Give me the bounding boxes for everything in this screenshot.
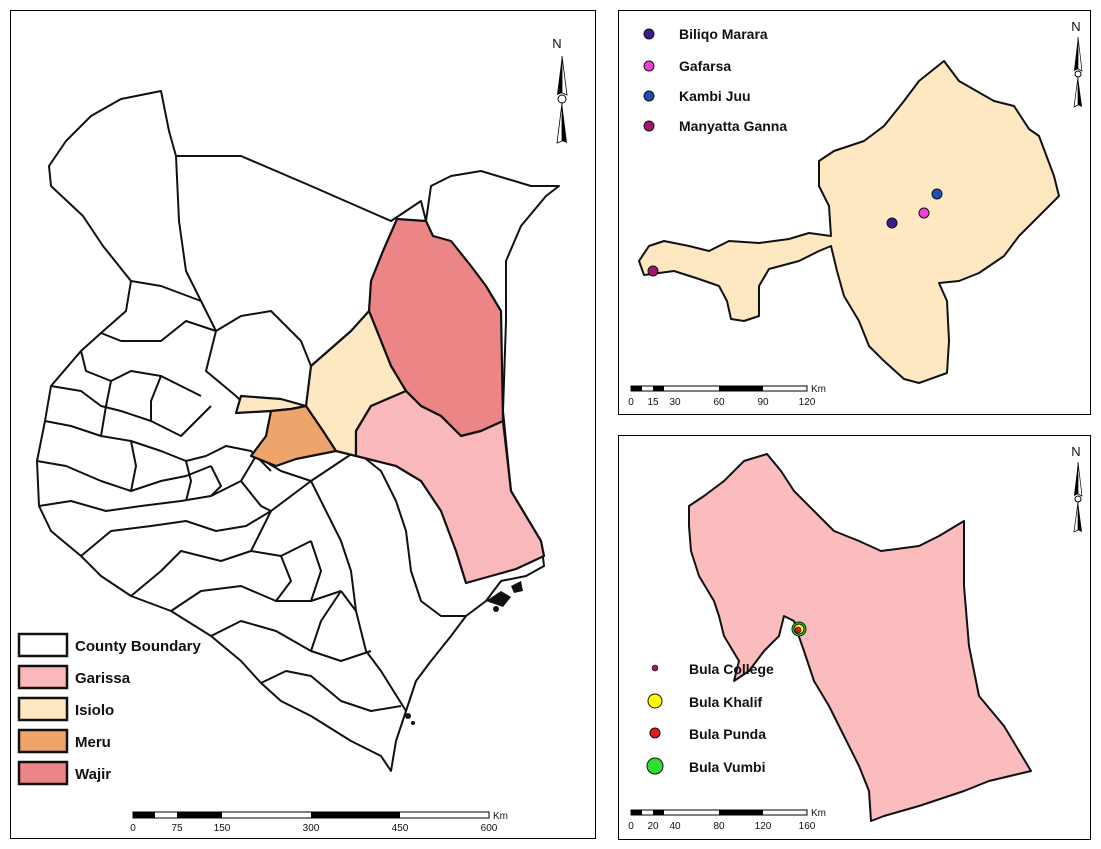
- isiolo-county-shape: [638, 60, 1060, 384]
- legend-item-garissa: Garissa: [17, 664, 131, 690]
- isiolo-map-svg: N Biliqo Marara Gafarsa Kambi Juu Manyat…: [628, 19, 1083, 408]
- svg-text:Bula Punda: Bula Punda: [689, 726, 766, 742]
- north-arrow-icon: N: [1071, 444, 1083, 533]
- svg-text:County Boundary: County Boundary: [75, 638, 201, 655]
- garissa-county-shape: [688, 453, 1032, 822]
- svg-text:120: 120: [799, 397, 816, 408]
- garissa-legend: Bula College Bula Khalif Bula Punda Bula…: [646, 661, 774, 775]
- svg-text:20: 20: [647, 821, 659, 832]
- isiolo-legend: Biliqo Marara Gafarsa Kambi Juu Manyatta…: [643, 26, 787, 134]
- legend-item-meru: Meru: [17, 728, 111, 754]
- svg-text:300: 300: [303, 823, 320, 834]
- site-gafarsa: [918, 207, 930, 219]
- kenya-map-panel: N: [10, 10, 596, 839]
- svg-text:60: 60: [713, 397, 725, 408]
- county-meru: [249, 404, 338, 468]
- north-arrow-icon: N: [1071, 19, 1083, 108]
- county-garissa: [354, 389, 546, 585]
- svg-text:30: 30: [669, 397, 681, 408]
- svg-text:0: 0: [628, 397, 634, 408]
- site-biliqo-marara: [886, 217, 898, 229]
- svg-text:Isiolo: Isiolo: [75, 702, 114, 719]
- legend-item-wajir: Wajir: [17, 760, 111, 786]
- svg-text:N: N: [552, 36, 561, 51]
- svg-text:N: N: [1071, 19, 1080, 34]
- scale-bar: Km 0 15 30 60 90 120: [628, 384, 826, 408]
- svg-text:80: 80: [713, 821, 725, 832]
- county-legend: County Boundary Garissa Isiolo Meru Waji…: [17, 632, 201, 786]
- north-arrow-icon: N: [552, 36, 568, 144]
- site-kambi-juu: [931, 188, 943, 200]
- svg-text:Km: Km: [811, 384, 826, 395]
- site-bula-college: [795, 629, 799, 633]
- svg-text:160: 160: [799, 821, 816, 832]
- garissa-map-svg: N Bula College Bula Khalif Bula Punda Bu…: [628, 444, 1083, 832]
- legend-item-isiolo: Isiolo: [17, 696, 114, 722]
- svg-text:90: 90: [757, 397, 769, 408]
- svg-text:Gafarsa: Gafarsa: [679, 58, 731, 74]
- svg-text:Km: Km: [493, 811, 508, 822]
- svg-text:15: 15: [647, 397, 659, 408]
- scale-bar: Km 0 75 150 300 450 600: [130, 811, 508, 834]
- garissa-map-panel: N Bula College Bula Khalif Bula Punda Bu…: [618, 435, 1091, 840]
- svg-text:40: 40: [669, 821, 681, 832]
- coastal-islands: [405, 581, 523, 725]
- svg-text:Kambi Juu: Kambi Juu: [679, 88, 751, 104]
- svg-text:75: 75: [171, 823, 183, 834]
- legend-item-county-boundary: County Boundary: [17, 632, 201, 658]
- site-manyatta-ganna: [647, 265, 659, 277]
- isiolo-sites: [647, 188, 943, 277]
- svg-text:600: 600: [481, 823, 498, 834]
- svg-text:Wajir: Wajir: [75, 766, 111, 783]
- svg-text:0: 0: [130, 823, 136, 834]
- garissa-sites: [791, 621, 807, 637]
- svg-text:Manyatta Ganna: Manyatta Ganna: [679, 118, 787, 134]
- isiolo-map-panel: N Biliqo Marara Gafarsa Kambi Juu Manyat…: [618, 10, 1091, 415]
- svg-text:150: 150: [214, 823, 231, 834]
- svg-text:Meru: Meru: [75, 734, 111, 751]
- svg-text:N: N: [1071, 444, 1080, 459]
- svg-text:120: 120: [755, 821, 772, 832]
- svg-text:Bula Vumbi: Bula Vumbi: [689, 759, 766, 775]
- svg-text:0: 0: [628, 821, 634, 832]
- scale-bar: Km 0 20 40 80 120 160: [628, 808, 826, 832]
- svg-text:Garissa: Garissa: [75, 670, 131, 687]
- svg-text:Bula College: Bula College: [689, 661, 774, 677]
- svg-text:Bula Khalif: Bula Khalif: [689, 694, 762, 710]
- svg-text:450: 450: [392, 823, 409, 834]
- svg-text:Km: Km: [811, 808, 826, 819]
- kenya-map-svg: N: [17, 36, 568, 834]
- svg-text:Biliqo Marara: Biliqo Marara: [679, 26, 768, 42]
